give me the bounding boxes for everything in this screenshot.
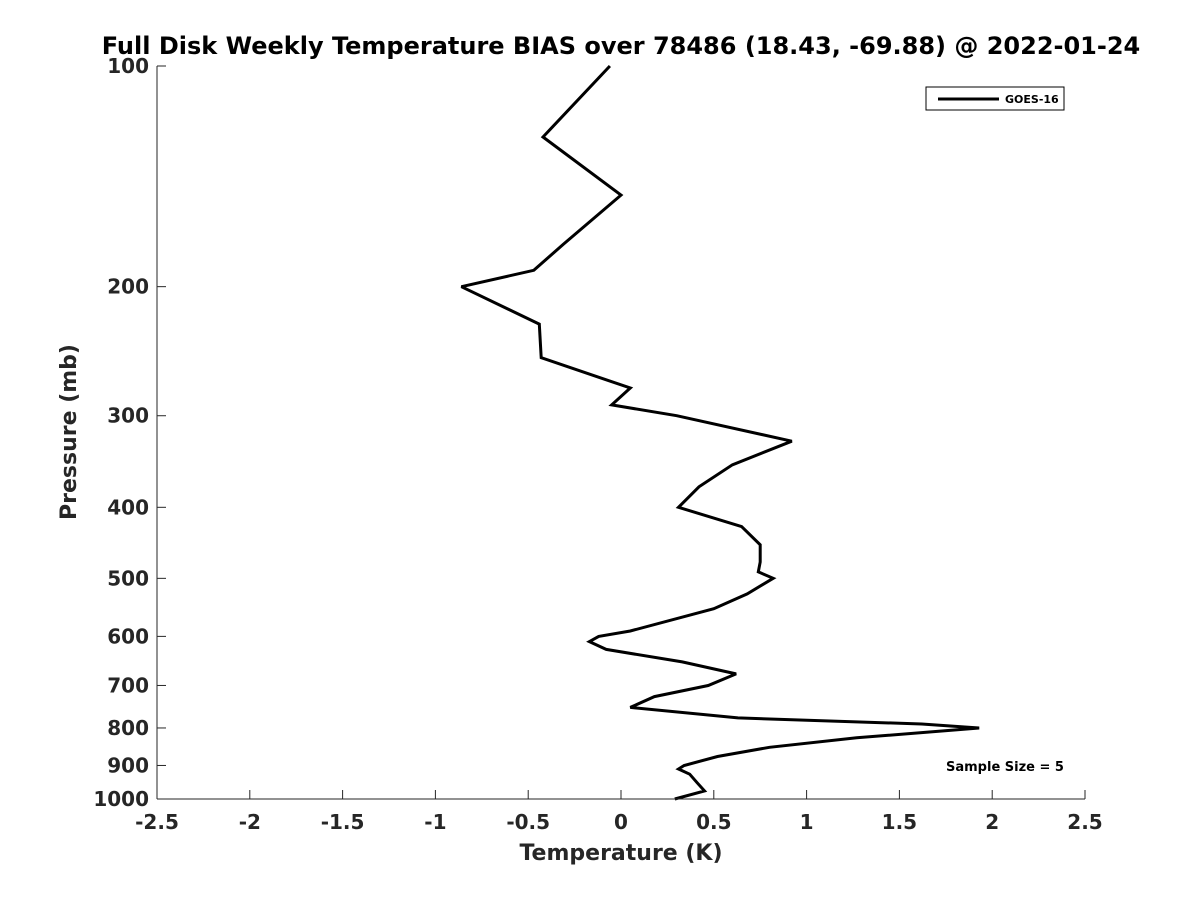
y-tick-label: 100	[107, 54, 149, 78]
sample-size-annotation: Sample Size = 5	[946, 760, 1064, 775]
x-tick-label: -0.5	[506, 810, 550, 834]
chart-title: Full Disk Weekly Temperature BIAS over 7…	[102, 32, 1141, 60]
x-tick-label: -1	[424, 810, 446, 834]
y-tick-label: 400	[107, 495, 149, 519]
y-axis-label: Pressure (mb)	[57, 344, 82, 520]
x-tick-label: -2.5	[135, 810, 179, 834]
y-tick-label: 700	[107, 673, 149, 697]
x-tick-label: 2.5	[1067, 810, 1102, 834]
y-tick-label: 500	[107, 566, 149, 590]
x-tick-label: 0	[614, 810, 628, 834]
y-axis-ticks: 100 200 300 400 500 600 700 800 900 1000	[93, 54, 166, 811]
x-tick-label: 1.5	[882, 810, 917, 834]
x-tick-label: -1.5	[321, 810, 365, 834]
x-tick-label: -2	[239, 810, 261, 834]
y-tick-label: 200	[107, 275, 149, 299]
x-axis-ticks: -2.5 -2 -1.5 -1 -0.5 0 0.5 1 1.5 2 2.5	[135, 790, 1103, 834]
x-tick-label: 2	[985, 810, 999, 834]
series-line-goes-16	[460, 64, 980, 801]
y-tick-label: 1000	[93, 787, 149, 811]
legend-label-goes-16: GOES-16	[1005, 93, 1059, 106]
y-tick-label: 600	[107, 624, 149, 648]
plot-area	[460, 64, 980, 801]
x-tick-label: 1	[800, 810, 814, 834]
y-tick-label: 800	[107, 716, 149, 740]
x-axis-label: Temperature (K)	[519, 841, 722, 866]
y-tick-label: 300	[107, 404, 149, 428]
x-tick-label: 0.5	[696, 810, 731, 834]
legend: GOES-16	[925, 86, 1065, 111]
y-tick-label: 900	[107, 753, 149, 777]
